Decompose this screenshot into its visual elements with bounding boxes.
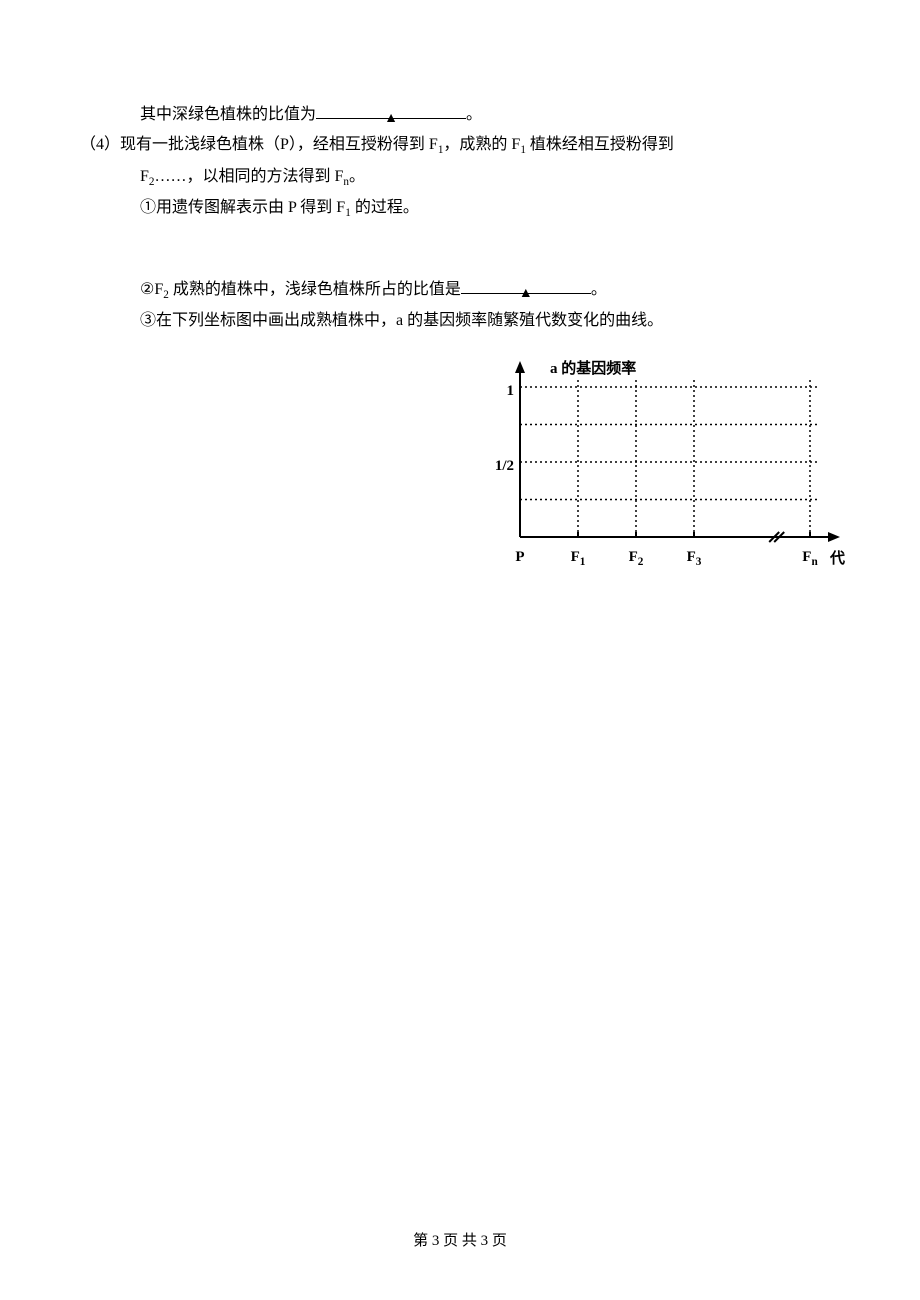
text-line-3: F2……，以相同的方法得到 Fn。 (80, 162, 840, 193)
fill-blank-2[interactable]: ▲ (461, 278, 591, 294)
text-line-2: （4）现有一批浅绿色植株（P），经相互授粉得到 F1，成熟的 F1 植株经相互授… (80, 130, 840, 161)
y-tick-label: 1/2 (484, 452, 514, 481)
text: ，成熟的 F (443, 136, 520, 153)
document-body: 其中深绿色植株的比值为▲。 （4）现有一批浅绿色植株（P），经相互授粉得到 F1… (0, 0, 920, 587)
text-line-4: ①用遗传图解表示由 P 得到 F1 的过程。 (80, 193, 840, 224)
text: ②F (140, 281, 163, 298)
text: 。 (591, 281, 607, 298)
page-footer: 第 3 页 共 3 页 (0, 1229, 920, 1250)
text: ……，以相同的方法得到 F (155, 168, 344, 185)
x-tick-label: Fn (802, 543, 817, 573)
text: 其中深绿色植株的比值为 (140, 106, 316, 123)
x-tick-label: P (515, 543, 524, 572)
x-tick-label: F1 (571, 543, 586, 573)
x-tick-label: F3 (687, 543, 702, 573)
x-tick-label: F2 (629, 543, 644, 573)
text: 。 (349, 168, 365, 185)
text-line-5: ②F2 成熟的植株中，浅绿色植株所占的比值是▲。 (80, 275, 840, 306)
text: F (140, 168, 149, 185)
x-axis-label: 代 (830, 545, 845, 574)
text: 的过程。 (351, 199, 419, 216)
y-axis-title: a 的基因频率 (550, 355, 636, 384)
text: 。 (466, 106, 482, 123)
y-tick-label: 1 (484, 377, 514, 406)
text-line-6: ③在下列坐标图中画出成熟植株中，a 的基因频率随繁殖代数变化的曲线。 (80, 306, 840, 336)
text: ①用遗传图解表示由 P 得到 F (140, 199, 345, 216)
blank-marker: ▲ (519, 281, 533, 308)
text: ③在下列坐标图中画出成熟植株中，a 的基因频率随繁殖代数变化的曲线。 (140, 312, 663, 329)
fill-blank-1[interactable]: ▲ (316, 103, 466, 119)
text: 植株经相互授粉得到 (526, 136, 674, 153)
text: 成熟的植株中，浅绿色植株所占的比值是 (169, 281, 461, 298)
vertical-gap (80, 225, 840, 275)
blank-marker: ▲ (384, 106, 398, 133)
frequency-chart: a 的基因频率 1 1/2 P F1 F2 F3 Fn 代 (460, 357, 860, 587)
text-line-1: 其中深绿色植株的比值为▲。 (80, 100, 840, 130)
text: （4）现有一批浅绿色植株（P），经相互授粉得到 F (80, 136, 438, 153)
chart-svg (460, 357, 860, 567)
